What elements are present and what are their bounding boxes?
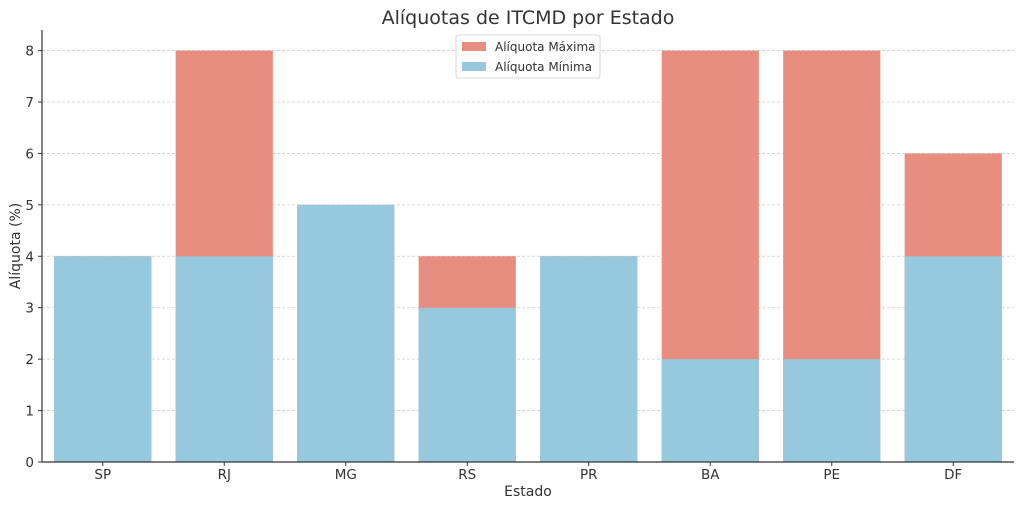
legend-box — [455, 34, 601, 79]
y-tick-label: 3 — [25, 301, 34, 317]
y-tick-label: 2 — [25, 352, 34, 368]
bar-min-mg — [297, 204, 395, 462]
x-tick-label-rj: RJ — [218, 467, 231, 483]
x-ticks: SP RJ MG RS PR BA PE DF — [94, 462, 962, 483]
x-tick-label-pe: PE — [823, 467, 840, 483]
y-ticks: 0 1 2 3 4 5 6 7 8 — [25, 44, 42, 471]
x-tick-label-rs: RS — [458, 467, 476, 483]
bar-min-pe — [783, 359, 881, 462]
legend-swatch-min — [462, 62, 486, 71]
y-axis-label: Alíquota (%) — [8, 203, 24, 289]
x-tick-label-ba: BA — [701, 467, 720, 483]
x-tick-label-sp: SP — [94, 467, 111, 483]
x-axis-label: Estado — [504, 484, 552, 500]
legend-label-max: Alíquota Máxima — [495, 40, 596, 54]
legend: Alíquota Máxima Alíquota Mínima — [455, 34, 601, 79]
bars — [54, 50, 1002, 462]
y-tick-label: 5 — [25, 198, 34, 214]
y-tick-label: 0 — [25, 455, 34, 471]
y-tick-label: 6 — [25, 146, 34, 162]
y-tick-label: 7 — [25, 95, 34, 111]
bar-min-df — [904, 256, 1002, 462]
legend-label-min: Alíquota Mínima — [495, 60, 592, 74]
bar-min-sp — [54, 256, 152, 462]
legend-swatch-max — [462, 42, 486, 51]
bar-min-rs — [418, 307, 516, 462]
x-tick-label-mg: MG — [335, 467, 357, 483]
bar-min-pr — [540, 256, 638, 462]
bar-min-rj — [175, 256, 273, 462]
chart-title: Alíquotas de ITCMD por Estado — [382, 7, 675, 29]
y-tick-label: 1 — [25, 404, 34, 420]
bar-min-ba — [661, 359, 759, 462]
x-tick-label-pr: PR — [580, 467, 598, 483]
y-tick-label: 4 — [25, 249, 34, 265]
y-tick-label: 8 — [25, 44, 34, 60]
x-tick-label-df: DF — [944, 467, 962, 483]
